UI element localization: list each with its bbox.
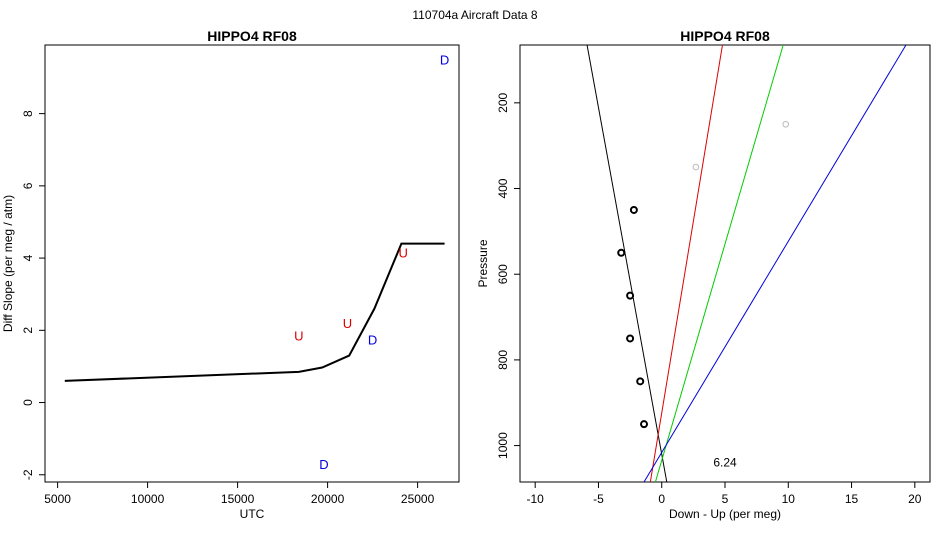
y-tick-label: 800 bbox=[496, 350, 510, 370]
fit-line bbox=[643, 45, 907, 482]
x-tick-label: -5 bbox=[593, 492, 604, 506]
fit-line bbox=[649, 45, 723, 482]
y-axis-label: Diff Slope (per meg / atm) bbox=[1, 195, 15, 332]
y-tick-label: 1000 bbox=[496, 432, 510, 459]
y-tick-label: 4 bbox=[21, 254, 35, 261]
data-point bbox=[692, 163, 700, 171]
x-axis-label: UTC bbox=[240, 507, 265, 521]
data-point bbox=[636, 377, 645, 386]
fit-line bbox=[586, 45, 668, 482]
figure-suptitle: 110704a Aircraft Data 8 bbox=[412, 8, 538, 22]
left-plot-udd-slope: HIPPO4 RF08 5000 10000 15000 20000 25000 -2 0 2 4… bbox=[1, 28, 460, 521]
plot-title: HIPPO4 RF08 bbox=[207, 28, 297, 44]
x-tick-label: 25000 bbox=[401, 492, 435, 506]
data-point bbox=[626, 334, 635, 343]
marker-down: D bbox=[319, 457, 328, 472]
marker-up: U bbox=[294, 329, 303, 344]
data-point bbox=[782, 120, 790, 128]
y-tick-label: 400 bbox=[496, 178, 510, 198]
plot-title: HIPPO4 RF08 bbox=[680, 28, 770, 44]
marker-down: D bbox=[440, 52, 449, 67]
annotation-value: 6.24 bbox=[713, 456, 737, 470]
marker-down: D bbox=[368, 332, 377, 347]
x-tick-label: 10000 bbox=[131, 492, 165, 506]
x-tick-label: -10 bbox=[527, 492, 545, 506]
x-axis-label: Down - Up (per meg) bbox=[669, 507, 781, 521]
y-tick-label: -2 bbox=[21, 469, 35, 480]
plot-area: U U U D D D bbox=[64, 52, 449, 472]
x-tick-label: 0 bbox=[658, 492, 665, 506]
x-tick-label: 5000 bbox=[44, 492, 71, 506]
data-point bbox=[629, 205, 638, 214]
data-point bbox=[617, 248, 626, 257]
data-point bbox=[626, 291, 635, 300]
y-tick-label: 8 bbox=[21, 110, 35, 117]
plot-area: 6.24 bbox=[586, 45, 907, 482]
x-tick-label: 20000 bbox=[311, 492, 345, 506]
y-tick-label: 6 bbox=[21, 182, 35, 189]
y-axis-label: Pressure bbox=[476, 239, 490, 287]
data-point bbox=[640, 420, 649, 429]
x-tick-label: 10 bbox=[782, 492, 796, 506]
x-tick-label: 15000 bbox=[221, 492, 255, 506]
plot-frame bbox=[44, 44, 460, 483]
right-plot-pressure-profile: HIPPO4 RF08 -10 -5 0 5 10 15 20 200 400 600 800 1000… bbox=[476, 28, 931, 521]
marker-up: U bbox=[343, 316, 352, 331]
x-tick-label: 5 bbox=[722, 492, 729, 506]
y-tick-label: 2 bbox=[21, 327, 35, 334]
x-tick-label: 15 bbox=[845, 492, 859, 506]
fit-line bbox=[654, 45, 784, 482]
y-tick-label: 0 bbox=[21, 399, 35, 406]
udd-slope-line bbox=[64, 242, 445, 382]
y-tick-label: 200 bbox=[496, 93, 510, 113]
y-tick-label: 600 bbox=[496, 264, 510, 284]
plot-frame bbox=[519, 44, 931, 483]
marker-up: U bbox=[399, 246, 408, 261]
x-tick-label: 20 bbox=[908, 492, 922, 506]
